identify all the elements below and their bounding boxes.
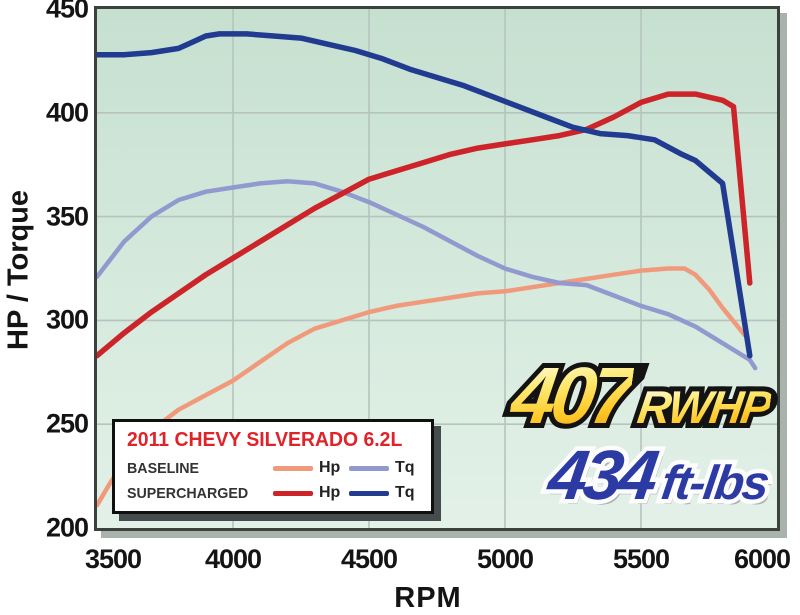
series-supercharged-hp: [97, 91, 753, 359]
peak-hp-row: 407 407 RWHP RWHP: [501, 346, 778, 445]
peak-hp-unit: RWHP RWHP: [629, 376, 778, 438]
series-baseline-hp: [97, 266, 747, 508]
legend-label-supercharged: SUPERCHARGED: [127, 484, 249, 502]
y-tick-label: 300: [45, 304, 89, 335]
legend-title: 2011 CHEVY SILVERADO 6.2L: [127, 429, 403, 451]
y-tick-label: 200: [45, 512, 89, 543]
peak-hp-value: 407 407: [501, 346, 642, 445]
supercharged-hp-label: Hp: [319, 484, 341, 501]
x-tick-label: 6000: [733, 544, 791, 574]
x-tick-label: 3500: [84, 544, 142, 574]
y-tick-label: 450: [45, 0, 89, 24]
series-supercharged-tq: [97, 31, 753, 359]
supercharged-hp-line-swatch: [273, 490, 313, 496]
x-tick-label: 5500: [612, 544, 670, 574]
supercharged-tq-line-swatch: [349, 490, 389, 496]
supercharged-tq-label: Tq: [395, 484, 415, 501]
legend-row-supercharged: SUPERCHARGED Hp Tq: [127, 484, 421, 502]
peak-torque-unit: ft-lbs ft-lbs: [653, 453, 775, 515]
x-tick-label: 4000: [204, 544, 262, 574]
legend-label-baseline: BASELINE: [127, 459, 200, 477]
x-axis-title: RPM: [394, 582, 462, 614]
y-tick-label: 400: [45, 97, 89, 128]
x-tick-label: 5000: [476, 544, 534, 574]
series-baseline-tq: [97, 179, 758, 371]
peak-torque-row: 434 434 ft-lbs ft-lbs: [539, 432, 775, 519]
baseline-tq-line-swatch: [349, 465, 389, 471]
y-tick-label: 350: [45, 201, 89, 232]
x-tick-label: 4500: [340, 544, 398, 574]
baseline-hp-label: Hp: [319, 459, 341, 476]
peak-torque-value: 434 434: [539, 432, 664, 519]
peak-results-callout: 407 407 RWHP RWHP 434 434 ft-lbs ft-lbs: [496, 346, 778, 519]
y-tick-label: 250: [45, 408, 89, 439]
legend: 2011 CHEVY SILVERADO 6.2L BASELINE Hp Tq…: [112, 419, 434, 514]
baseline-tq-label: Tq: [395, 459, 415, 476]
legend-row-baseline: BASELINE Hp Tq: [127, 459, 421, 477]
baseline-hp-line-swatch: [273, 465, 313, 471]
y-axis-title: HP / Torque: [2, 189, 35, 351]
